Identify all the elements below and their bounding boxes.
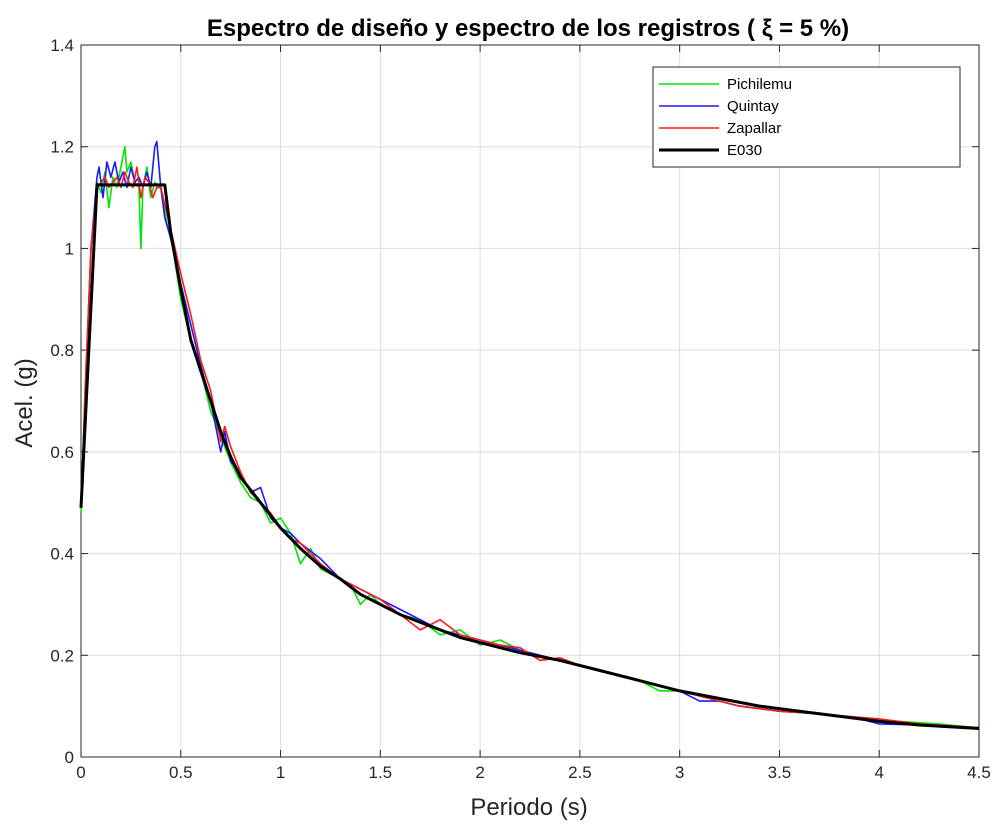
series-line-quintay [80,140,980,729]
y-tick-label: 0.6 [50,443,74,462]
x-tick-label: 2 [475,763,484,782]
x-tick-label: 2.5 [568,763,592,782]
y-tick-label: 0 [65,748,74,767]
y-tick-label: 1 [65,239,74,258]
y-tick-label: 0.2 [50,646,74,665]
plot-area-frame [80,44,980,758]
y-axis-ticks: 0 0.2 0.4 0.6 0.8 1 1.2 1.4 [50,36,979,767]
x-tick-label: 3.5 [768,763,792,782]
y-axis-label: Acel. (g) [11,358,38,447]
y-tick-label: 0.4 [50,545,74,564]
x-tick-label: 0.5 [169,763,193,782]
y-tick-label: 1.2 [50,138,74,157]
x-axis-ticks: 0 0.5 1 1.5 2 2.5 3 3.5 4 4.5 [76,45,991,782]
series-line-pichilemu [80,145,980,729]
x-tick-label: 4 [874,763,883,782]
series-lines [79,140,980,730]
x-tick-label: 1.5 [369,763,393,782]
x-tick-label: 3 [675,763,684,782]
x-tick-label: 1 [276,763,285,782]
series-line-e030 [79,183,980,730]
legend: Pichilemu Quintay Zapallar E030 [652,66,961,168]
x-tick-label: 0 [76,763,85,782]
chart-title: Espectro de diseño y espectro de los reg… [207,15,849,42]
y-tick-label: 0.8 [50,341,74,360]
legend-label-pichilemu: Pichilemu [727,76,792,93]
legend-label-zapallar: Zapallar [727,120,781,137]
legend-box [652,66,961,168]
legend-label-quintay: Quintay [727,98,779,115]
y-tick-label: 1.4 [50,36,74,55]
legend-label-e030: E030 [727,142,762,159]
x-axis-label: Periodo (s) [470,794,587,821]
x-tick-label: 4.5 [967,763,991,782]
series-line-zapallar [80,166,980,729]
